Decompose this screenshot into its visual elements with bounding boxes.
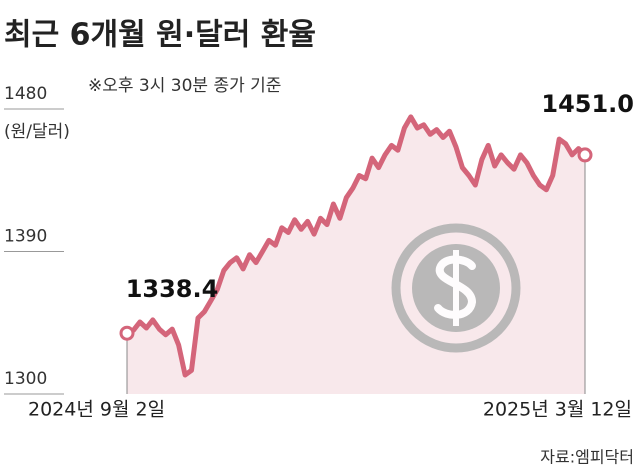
y-tick-label: 1390	[4, 227, 47, 247]
dollar-icon	[391, 223, 521, 353]
value-label: 1338.4	[126, 275, 219, 303]
subtitle: ※오후 3시 30분 종가 기준	[88, 76, 281, 96]
chart-title: 최근 6개월 원·달러 환율	[4, 18, 316, 53]
y-tick-label: 1300	[4, 369, 47, 389]
plot-area: 1300 1390 1480 1338.4 1451.0 2024년 9월 2일 2025년…	[4, 84, 634, 421]
y-tick-label: 1480	[4, 84, 47, 104]
source: 자료:엠피닥터	[540, 448, 634, 467]
end-marker	[577, 147, 593, 163]
line	[124, 114, 588, 378]
value-label: 1451.0	[541, 90, 634, 118]
end-marker	[119, 325, 135, 341]
y-axis-label: (원/달러)	[4, 122, 70, 142]
x-tick-label: 2025년 3월 12일	[483, 399, 632, 421]
x-tick-label: 2024년 9월 2일	[28, 399, 165, 421]
